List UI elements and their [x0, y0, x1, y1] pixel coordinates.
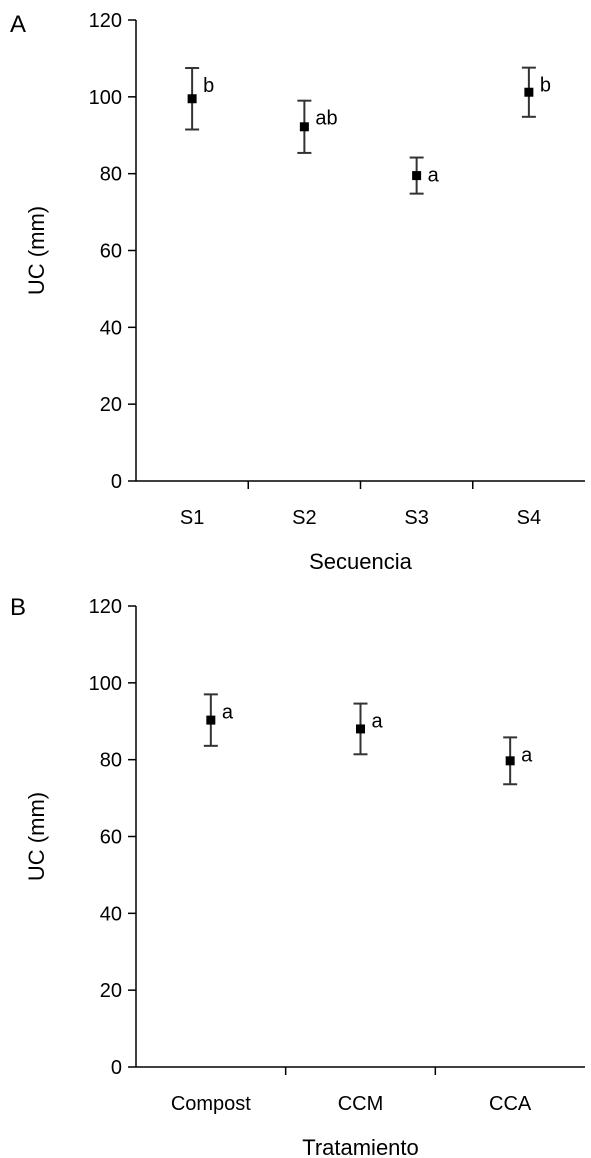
x-tick-label: S2 [292, 507, 316, 529]
x-tick-label: S1 [180, 507, 204, 529]
x-tick-label: CCM [338, 1093, 384, 1115]
y-tick-label: 60 [100, 241, 122, 263]
y-axis-title: UC (mm) [24, 206, 49, 295]
y-tick-label: 100 [89, 673, 122, 695]
significance-label: b [540, 75, 551, 97]
x-tick-label: S3 [404, 507, 428, 529]
y-tick-label: 0 [111, 1057, 122, 1079]
y-tick-label: 120 [89, 10, 122, 32]
panel-b: B 0 20 40 60 80 100 120 Compost CCM CCA Tratamiento… [10, 594, 585, 1158]
y-tick-label: 20 [100, 980, 122, 1002]
panel-letter: B [10, 594, 26, 621]
data-point [206, 715, 216, 725]
y-tick-label: 20 [100, 394, 122, 416]
y-tick-label: 0 [111, 471, 122, 493]
data-point [356, 724, 365, 734]
significance-label: a [521, 744, 533, 766]
x-axis-title: Tratamiento [302, 1135, 419, 1158]
significance-label: ab [315, 108, 337, 130]
significance-label: a [222, 701, 234, 723]
y-tick-label: 80 [100, 164, 122, 186]
y-axis-title: UC (mm) [24, 792, 49, 881]
data-point [505, 756, 515, 766]
data-point [299, 122, 309, 132]
panel-a: A 0 20 40 60 80 100 120 S1 S2 S3 S4 Secuencia UC (mm)… [10, 10, 585, 574]
y-tick-label: 80 [100, 750, 122, 772]
significance-label: a [428, 165, 440, 187]
panel-letter: A [10, 11, 26, 38]
y-tick-label: 60 [100, 827, 122, 849]
data-point [412, 171, 422, 181]
x-axis-title: Secuencia [309, 549, 413, 574]
significance-label: a [372, 711, 384, 733]
y-tick-label: 40 [100, 317, 122, 339]
x-tick-label: S4 [517, 507, 541, 529]
x-tick-label: Compost [171, 1093, 251, 1115]
data-point [187, 94, 197, 104]
data-point [524, 87, 534, 97]
y-tick-label: 120 [89, 596, 122, 618]
y-tick-label: 100 [89, 87, 122, 109]
x-tick-label: CCA [489, 1093, 532, 1115]
significance-label: b [203, 75, 214, 97]
y-tick-label: 40 [100, 903, 122, 925]
